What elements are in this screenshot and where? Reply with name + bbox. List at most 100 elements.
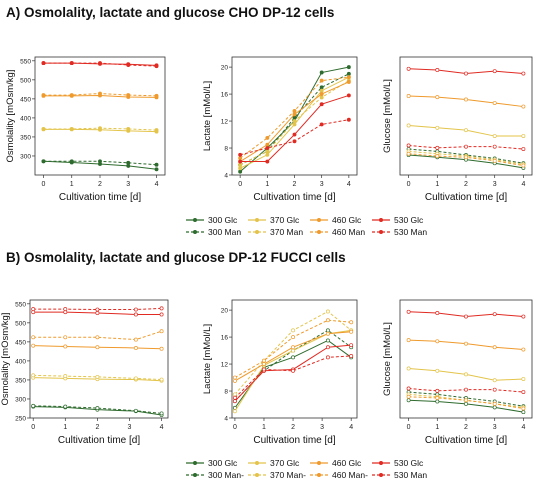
- data-point: [232, 409, 237, 414]
- data-point: [492, 101, 497, 105]
- y-tick-label: 16: [221, 335, 229, 342]
- data-point: [521, 406, 526, 411]
- data-point: [464, 398, 468, 403]
- data-point: [265, 146, 270, 150]
- x-tick-label: 2: [464, 181, 468, 188]
- data-point: [159, 312, 164, 317]
- y-tick-label: 500: [15, 320, 26, 327]
- data-point: [291, 345, 295, 350]
- series-line: [33, 405, 162, 414]
- data-point: [325, 328, 330, 333]
- legend-swatch: [310, 473, 328, 477]
- series-300-man: [41, 159, 159, 167]
- x-tick-label: 0: [233, 424, 237, 431]
- x-tick-label: 1: [262, 424, 266, 431]
- data-point: [63, 335, 68, 340]
- data-point: [492, 387, 497, 392]
- y-axis-label: Osmolality [mOsm/kg]: [5, 70, 16, 163]
- legend-label: 460 Glc: [332, 215, 362, 225]
- data-point: [154, 93, 159, 98]
- data-point: [406, 309, 411, 314]
- data-point: [319, 92, 324, 97]
- legend-swatch: [186, 218, 204, 222]
- x-axis-label: Cultivation time [d]: [425, 435, 507, 446]
- data-point: [492, 69, 497, 74]
- legend-label: 370 Glc: [270, 215, 300, 225]
- data-point: [41, 61, 46, 66]
- y-tick-label: 550: [15, 301, 26, 308]
- data-point: [325, 331, 330, 336]
- data-point: [521, 410, 526, 415]
- data-point: [435, 339, 440, 344]
- chart-b-glc: 0 1 2 3 4 Cultivation time [d] Glucose [mMol/L…: [382, 299, 533, 446]
- data-point: [319, 95, 324, 100]
- plot-frame: [29, 299, 169, 419]
- data-point: [492, 401, 497, 406]
- data-point: [31, 335, 36, 340]
- data-point: [159, 329, 164, 334]
- legend-item: 370 Man-: [247, 470, 306, 480]
- data-point: [292, 139, 297, 144]
- plot-frame: [231, 299, 358, 419]
- x-tick-label: 3: [320, 181, 324, 188]
- data-point: [406, 93, 411, 98]
- legend-label: 460 Glc: [332, 458, 362, 468]
- series-460-man: [41, 91, 159, 98]
- legend-label: 300 Glc: [208, 458, 238, 468]
- data-point: [63, 374, 68, 379]
- data-point: [159, 346, 164, 351]
- legend-item: 300 Glc: [185, 215, 237, 225]
- legend-label: 370 Man: [270, 227, 304, 237]
- data-point: [292, 115, 297, 120]
- y-tick-label: 12: [221, 119, 229, 126]
- data-point: [435, 388, 440, 393]
- data-point: [464, 372, 468, 377]
- y-tick-label: 20: [221, 65, 229, 72]
- legend-item: 370 Man: [247, 227, 303, 237]
- data-point: [435, 399, 440, 404]
- series-530-glc: [406, 66, 526, 76]
- data-point: [262, 367, 266, 372]
- data-point: [262, 358, 266, 363]
- data-point: [406, 66, 411, 71]
- legend-label: 370 Man-: [270, 470, 306, 480]
- data-point: [292, 108, 297, 113]
- series-530-man: [41, 61, 159, 69]
- data-point: [435, 154, 440, 159]
- data-point: [325, 338, 330, 343]
- x-tick-label: 0: [31, 424, 35, 431]
- data-point: [292, 122, 297, 127]
- data-point: [464, 341, 468, 346]
- x-axis-label: Cultivation time [d]: [59, 192, 141, 203]
- legend-item: 460 Glc: [309, 458, 361, 468]
- x-tick-label: 3: [126, 181, 130, 188]
- data-point: [265, 159, 270, 164]
- x-axis-label: Cultivation time [d]: [425, 192, 507, 203]
- series-line: [234, 329, 352, 402]
- data-point: [346, 79, 351, 84]
- data-point: [435, 395, 440, 400]
- legend-label: 530 Glc: [394, 458, 424, 468]
- legend-swatch: [372, 473, 390, 477]
- data-point: [154, 128, 159, 133]
- data-point: [238, 152, 243, 157]
- data-point: [435, 125, 440, 130]
- legend-label: 300 Man-: [208, 470, 244, 480]
- series-300-man-: [31, 403, 164, 416]
- y-tick-label: 8: [224, 146, 228, 153]
- data-point: [41, 159, 46, 164]
- data-point: [31, 343, 36, 348]
- y-tick-label: 8: [224, 389, 228, 396]
- data-point: [406, 338, 411, 343]
- data-point: [31, 373, 36, 378]
- y-tick-label: 12: [221, 362, 229, 369]
- data-point: [292, 112, 297, 117]
- data-point: [31, 403, 36, 408]
- x-tick-label: 4: [347, 181, 351, 188]
- data-point: [232, 378, 237, 383]
- data-point: [133, 337, 138, 342]
- x-tick-label: 2: [95, 424, 99, 431]
- data-point: [133, 408, 138, 413]
- panel-a-title: A) Osmolality, lactate and glucose CHO D…: [6, 5, 335, 20]
- data-point: [232, 395, 237, 400]
